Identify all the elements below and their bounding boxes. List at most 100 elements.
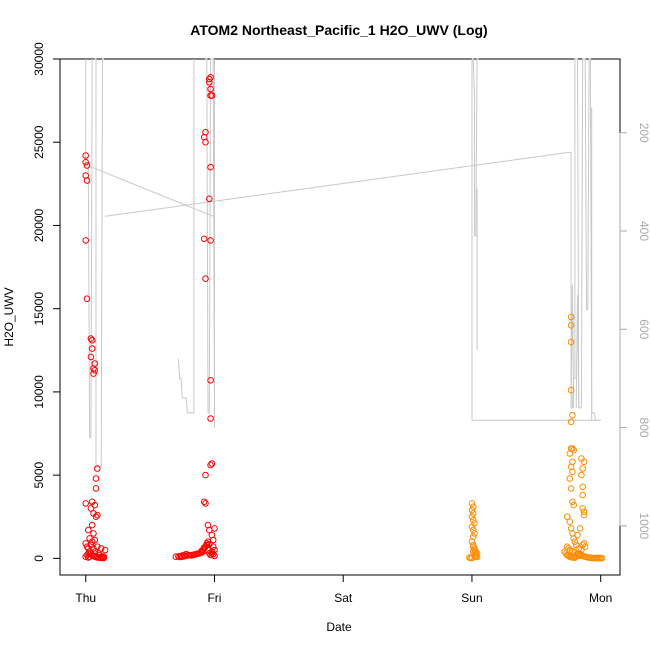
- data-point: [82, 500, 89, 507]
- data-point: [208, 92, 216, 99]
- data-point: [86, 553, 93, 561]
- pressure-line-segment: [590, 107, 593, 421]
- data-point: [578, 455, 585, 462]
- data-point: [82, 152, 89, 159]
- data-point: [207, 377, 214, 384]
- data-point: [567, 485, 575, 492]
- data-point: [576, 525, 584, 532]
- data-point: [88, 521, 96, 529]
- data-point: [570, 446, 578, 454]
- data-point: [88, 538, 96, 546]
- data-point: [87, 353, 95, 361]
- data-point: [90, 530, 97, 537]
- data-point: [578, 471, 585, 479]
- data-point: [569, 498, 576, 506]
- data-point: [82, 158, 89, 166]
- data-point: [85, 550, 92, 557]
- data-point: [563, 513, 571, 521]
- data-point: [87, 335, 95, 342]
- data-point: [92, 485, 100, 492]
- data-point: [579, 505, 587, 512]
- data-point: [567, 338, 575, 346]
- data-point: [206, 75, 213, 83]
- data-point: [208, 460, 216, 467]
- data-point: [97, 545, 105, 552]
- pressure-line-segment: [94, 58, 104, 468]
- data-point: [82, 237, 89, 244]
- y-tick-label: 0: [32, 555, 46, 562]
- pressure-line-segment: [85, 58, 93, 438]
- data-point: [94, 543, 101, 551]
- chart-title: ATOM2 Northeast_Pacific_1 H2O_UWV (Log): [190, 22, 487, 38]
- pressure-line-segment: [472, 58, 479, 237]
- x-axis-label: Date: [326, 620, 352, 634]
- data-point: [472, 548, 480, 556]
- data-point: [100, 554, 108, 562]
- pressure-line-segment: [570, 285, 575, 408]
- data-point: [469, 510, 477, 517]
- data-point: [469, 503, 477, 511]
- pressure-line-segment: [475, 188, 479, 350]
- pressure-line-segment: [105, 151, 569, 217]
- pressure-line-segment: [471, 59, 601, 421]
- data-point: [92, 513, 100, 521]
- data-point: [579, 491, 587, 499]
- data-point: [576, 552, 584, 560]
- data-point: [202, 275, 209, 283]
- data-point: [566, 518, 574, 526]
- y-tick-label: 20000: [32, 208, 46, 242]
- x-tick-label: Fri: [207, 591, 221, 605]
- data-point: [581, 543, 589, 551]
- data-point: [83, 177, 91, 184]
- x-tick-label: Sun: [461, 591, 482, 605]
- data-point: [200, 235, 208, 243]
- data-point: [83, 295, 91, 303]
- data-point: [567, 322, 575, 329]
- data-point: [101, 546, 109, 554]
- y-tick-label: 15000: [32, 292, 46, 326]
- data-point: [200, 498, 208, 506]
- data-point: [571, 538, 579, 546]
- data-point: [94, 465, 101, 472]
- data-point: [579, 465, 587, 472]
- data-point: [207, 85, 214, 93]
- data-point: [567, 313, 575, 321]
- data-point: [570, 535, 578, 542]
- y-tick-label: 25000: [32, 125, 46, 159]
- pressure-line-segment: [205, 58, 215, 428]
- data-point: [94, 511, 101, 519]
- data-point: [567, 386, 575, 394]
- data-point: [85, 526, 92, 534]
- data-point: [567, 418, 575, 426]
- data-point: [569, 411, 576, 419]
- data-point: [468, 554, 476, 562]
- data-point: [88, 337, 96, 344]
- data-point: [83, 162, 91, 169]
- data-point: [570, 501, 578, 509]
- data-point: [90, 370, 97, 377]
- data-point: [211, 525, 218, 532]
- data-point: [202, 471, 209, 479]
- y-axis-right: 200 400 600 800 1000: [619, 123, 650, 540]
- y-axis: 0 5000 10000 15000 20000 25000 30000: [32, 42, 61, 562]
- data-point: [206, 195, 213, 203]
- y-tick-label: 30000: [32, 42, 46, 76]
- pressure-line-segment: [177, 59, 195, 414]
- x-axis: Thu Fri Sat Sun Mon: [75, 574, 612, 605]
- data-point: [468, 500, 476, 507]
- data-point: [471, 530, 478, 537]
- data-point: [598, 554, 606, 562]
- data-point: [202, 138, 209, 146]
- y-right-tick-label: 400: [637, 221, 650, 241]
- x-tick-label: Thu: [75, 591, 96, 605]
- data-point: [580, 540, 588, 547]
- data-point: [91, 548, 99, 556]
- data-point: [88, 345, 96, 352]
- data-point: [91, 367, 99, 374]
- data-point: [91, 360, 99, 367]
- data-point: [566, 450, 574, 457]
- data-point: [202, 500, 209, 507]
- pressure-line-group: [85, 58, 601, 468]
